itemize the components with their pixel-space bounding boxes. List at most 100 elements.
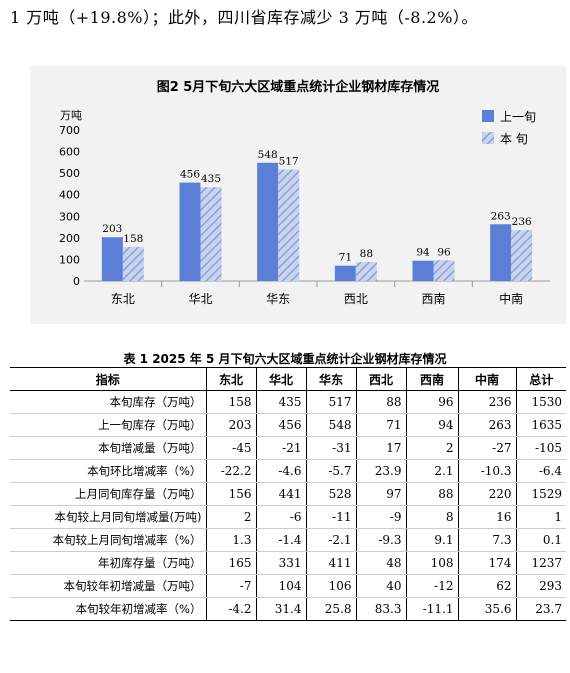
y-tick-label: 600 — [59, 146, 80, 159]
table-cell: 1 — [515, 505, 566, 529]
table-cell: -27 — [457, 436, 516, 460]
table-cell: 16 — [457, 505, 516, 529]
data-label: 456 — [180, 169, 200, 181]
x-tick-label: 华北 — [188, 292, 212, 306]
bar — [490, 224, 512, 281]
table-cell: 106 — [305, 574, 356, 598]
data-label: 263 — [491, 210, 511, 222]
bar — [511, 230, 533, 281]
data-label: 88 — [360, 248, 373, 260]
table-cell: -6.4 — [515, 459, 566, 483]
data-label: 548 — [258, 149, 278, 161]
data-label: 435 — [201, 173, 221, 185]
y-tick-label: 300 — [59, 210, 80, 223]
table-cell: 165 — [205, 551, 256, 575]
table-cell: 156 — [205, 482, 256, 506]
table-cell: 62 — [457, 574, 516, 598]
data-label: 96 — [437, 246, 451, 258]
legend-swatch — [482, 132, 494, 144]
table-cell: -4.6 — [255, 459, 306, 483]
table-row: 本旬较上月同旬增减率（%） 1.3 -1.4 -2.1 -9.3 9.1 7.3 0.1 — [10, 528, 566, 552]
table-cell: 2.1 — [405, 459, 458, 483]
data-label: 94 — [416, 247, 430, 259]
table-cell: 1530 — [515, 390, 566, 414]
data-label: 71 — [339, 252, 352, 264]
table-cell: 236 — [457, 390, 516, 414]
bar — [433, 260, 455, 281]
column-header: 中南 — [457, 367, 516, 391]
column-header: 东北 — [205, 367, 256, 391]
table-cell: -2.1 — [305, 528, 356, 552]
table-cell: 174 — [457, 551, 516, 575]
table-cell: -9 — [355, 505, 406, 529]
column-header: 总计 — [515, 367, 566, 391]
bar — [334, 265, 356, 281]
table-cell: -11 — [305, 505, 356, 529]
table-cell: -12 — [405, 574, 458, 598]
table-row: 上一旬库存（万吨） 203 456 548 71 94 263 1635 — [10, 413, 566, 437]
column-header: 西南 — [405, 367, 458, 391]
bar-chart: 图2 5月下旬六大区域重点统计企业钢材库存情况 万吨 0 100 200 300 400 5… — [30, 66, 566, 324]
bar — [278, 169, 300, 281]
table-cell: 203 — [205, 413, 256, 437]
column-header: 指标 — [10, 367, 206, 391]
table-cell: 48 — [355, 551, 406, 575]
table-cell: -1.4 — [255, 528, 306, 552]
table-cell: 331 — [255, 551, 306, 575]
table-cell: 9.1 — [405, 528, 458, 552]
row-label: 本旬环比增减率（%） — [10, 459, 206, 483]
row-label: 本旬较上月同旬增减率（%） — [10, 528, 206, 552]
table-cell: 94 — [405, 413, 458, 437]
row-label: 本旬较上月同旬增减量(万吨) — [10, 505, 206, 529]
bar — [257, 162, 279, 281]
row-label: 本旬较年初增减量（万吨） — [10, 574, 206, 598]
data-label: 158 — [123, 233, 143, 245]
table-cell: 158 — [205, 390, 256, 414]
bar — [179, 182, 201, 281]
table-cell: 517 — [305, 390, 356, 414]
row-label: 本旬增减量（万吨） — [10, 436, 206, 460]
table-cell: 88 — [355, 390, 406, 414]
bar — [355, 262, 377, 281]
table-cell: 441 — [255, 482, 306, 506]
column-header: 华北 — [255, 367, 306, 391]
table-cell: 411 — [305, 551, 356, 575]
table-row: 本旬较上月同旬增减量(万吨) 2 -6 -11 -9 8 16 1 — [10, 505, 566, 529]
table-cell: 40 — [355, 574, 406, 598]
table-cell: 2 — [205, 505, 256, 529]
x-tick-label: 西南 — [421, 291, 445, 306]
table-cell: -105 — [515, 436, 566, 460]
row-label: 上一旬库存（万吨） — [10, 413, 206, 437]
row-label: 上月同旬库存量（万吨） — [10, 482, 206, 506]
y-tick-label: 700 — [59, 124, 80, 137]
table-cell: 108 — [405, 551, 458, 575]
table-cell: 0.1 — [515, 528, 566, 552]
table-cell: -22.2 — [205, 459, 256, 483]
table-row: 本旬较年初增减量（万吨） -7 104 106 40 -12 62 293 — [10, 574, 566, 598]
legend-label: 本 旬 — [500, 132, 528, 146]
table-cell: 1.3 — [205, 528, 256, 552]
inventory-table: 指标 东北 华北 华东 西北 西南 中南 总计 本旬库存（万吨） 158 435 517 88 96 23… — [10, 367, 566, 621]
table-cell: -7 — [205, 574, 256, 598]
table-cell: -6 — [255, 505, 306, 529]
table-cell: 548 — [305, 413, 356, 437]
x-tick-label: 中南 — [499, 291, 523, 306]
y-tick-label: 100 — [59, 253, 80, 266]
table-cell: -4.2 — [205, 597, 256, 621]
table-cell: -10.3 — [457, 459, 516, 483]
table-cell: 293 — [515, 574, 566, 598]
table-cell: 25.8 — [305, 597, 356, 621]
chart-title: 图2 5月下旬六大区域重点统计企业钢材库存情况 — [156, 80, 440, 95]
table-cell: 71 — [355, 413, 406, 437]
row-label: 年初库存量（万吨） — [10, 551, 206, 575]
table-cell: 263 — [457, 413, 516, 437]
table-cell: -11.1 — [405, 597, 458, 621]
table-cell: 35.6 — [457, 597, 516, 621]
table-cell: 528 — [305, 482, 356, 506]
table-cell: 23.7 — [515, 597, 566, 621]
intro-text: 1 万吨（+19.8%）；此外，四川省库存减少 3 万吨（-8.2%）。 — [10, 8, 478, 27]
table-cell: 1529 — [515, 482, 566, 506]
table-cell: 97 — [355, 482, 406, 506]
table-row: 本旬环比增减率（%） -22.2 -4.6 -5.7 23.9 2.1 -10.3 -6.4 — [10, 459, 566, 483]
